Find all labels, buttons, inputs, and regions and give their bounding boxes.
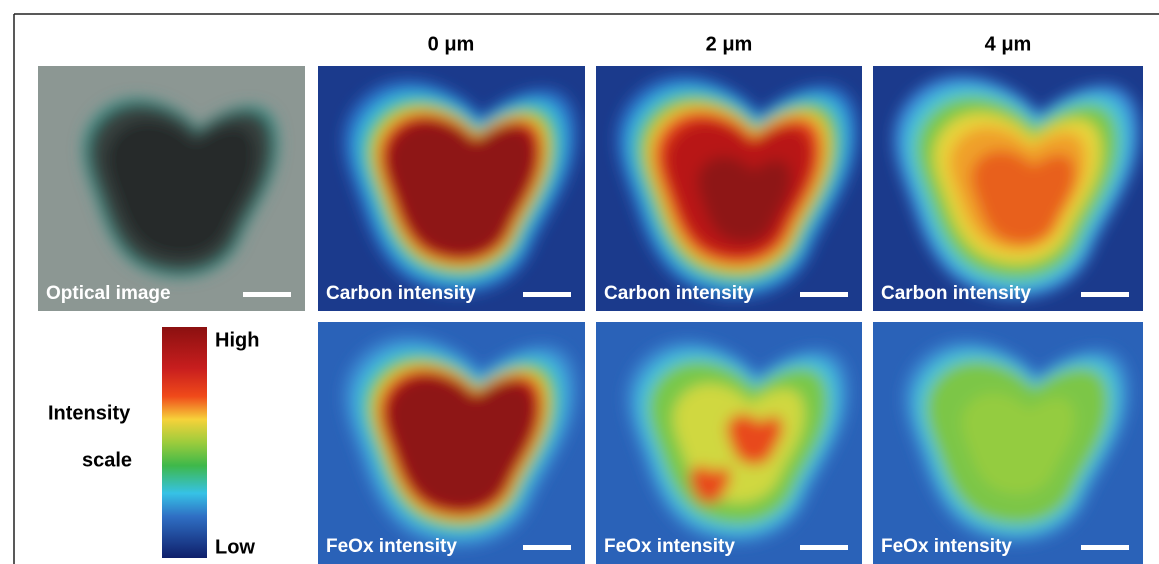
scale-bar bbox=[523, 292, 571, 297]
figure: 0 μm 2 μm 4 μm Optical image Carbon inten… bbox=[0, 0, 1159, 564]
scale-title: scale bbox=[82, 449, 132, 471]
scale-bar bbox=[1081, 292, 1129, 297]
image-panel: FeOx intensity bbox=[873, 322, 1143, 564]
column-header: 0 μm bbox=[428, 33, 475, 55]
scale-title: Intensity bbox=[48, 402, 131, 424]
column-header: 4 μm bbox=[985, 33, 1032, 55]
image-panel: Carbon intensity bbox=[318, 66, 585, 311]
scale-bar bbox=[1081, 545, 1129, 550]
image-panel: Optical image bbox=[38, 66, 305, 311]
color-bar bbox=[162, 327, 207, 558]
panel-label: Optical image bbox=[46, 283, 171, 304]
panel-label: FeOx intensity bbox=[881, 536, 1012, 557]
panel-label: Carbon intensity bbox=[881, 283, 1031, 304]
scale-low: Low bbox=[215, 536, 255, 558]
image-panel: Carbon intensity bbox=[873, 66, 1143, 311]
scale-bar bbox=[243, 292, 291, 297]
panel-label: Carbon intensity bbox=[604, 283, 754, 304]
panel-label: FeOx intensity bbox=[326, 536, 457, 557]
scale-bar bbox=[800, 292, 848, 297]
panel-label: FeOx intensity bbox=[604, 536, 735, 557]
scale-bar bbox=[523, 545, 571, 550]
image-panel: FeOx intensity bbox=[318, 322, 585, 564]
panel-label: Carbon intensity bbox=[326, 283, 476, 304]
scale-bar bbox=[800, 545, 848, 550]
image-panel: FeOx intensity bbox=[596, 322, 862, 564]
column-header: 2 μm bbox=[706, 33, 753, 55]
image-panel: Carbon intensity bbox=[596, 66, 862, 311]
scale-high: High bbox=[215, 329, 259, 351]
